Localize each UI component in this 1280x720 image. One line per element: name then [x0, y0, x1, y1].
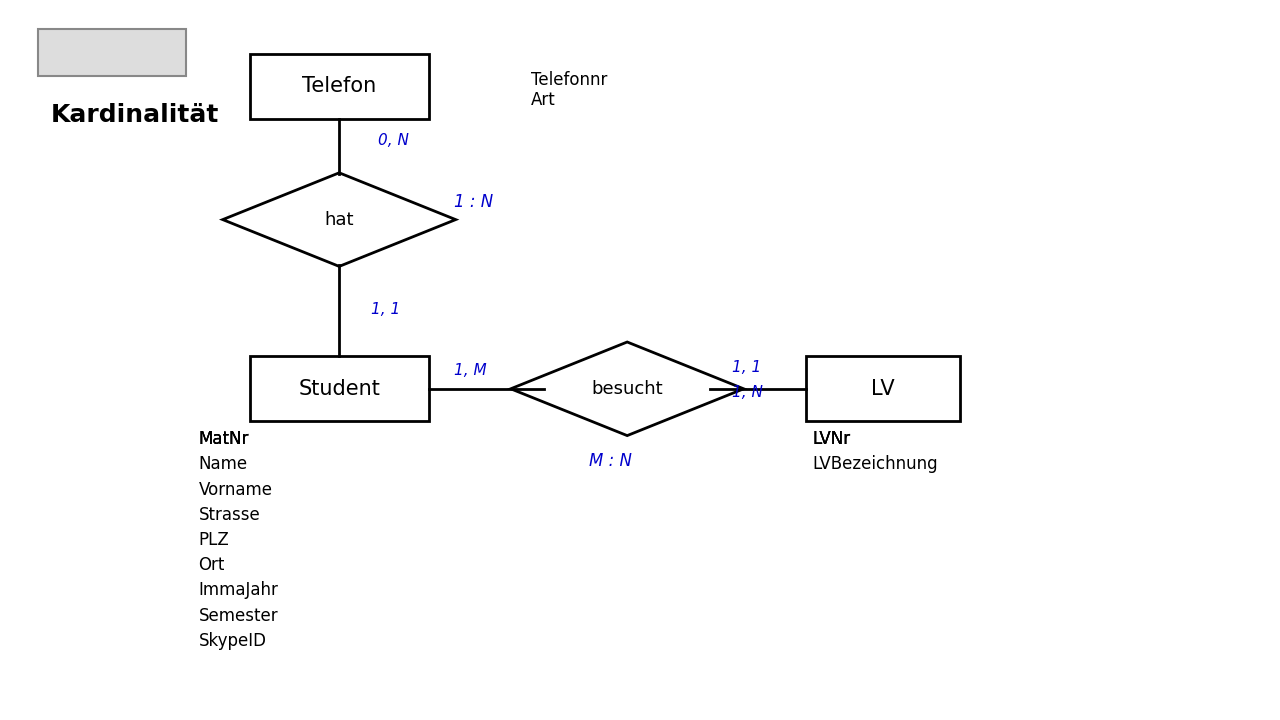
Text: Telefonnr
Art: Telefonnr Art — [531, 71, 608, 109]
Text: Strasse: Strasse — [198, 506, 260, 524]
Text: LVNr: LVNr — [813, 431, 851, 448]
Text: MatNr: MatNr — [198, 431, 248, 448]
Text: Kardinalität: Kardinalität — [51, 103, 220, 127]
Text: 1, 1: 1, 1 — [732, 360, 762, 374]
Polygon shape — [511, 342, 744, 436]
Text: LVBezeichnung: LVBezeichnung — [813, 456, 938, 474]
Text: Vorname: Vorname — [198, 481, 273, 498]
Text: SkypeID: SkypeID — [198, 632, 266, 649]
Polygon shape — [223, 173, 456, 266]
Text: 1 : N: 1 : N — [454, 193, 494, 211]
Text: Ort: Ort — [198, 556, 225, 575]
Text: besucht: besucht — [591, 380, 663, 397]
Text: Name: Name — [198, 456, 247, 474]
FancyBboxPatch shape — [806, 356, 960, 421]
Text: 1, 1: 1, 1 — [371, 302, 401, 317]
Text: Telefon: Telefon — [302, 76, 376, 96]
Text: MatNr: MatNr — [198, 431, 248, 448]
Text: MatNr: MatNr — [198, 431, 248, 448]
FancyBboxPatch shape — [250, 54, 429, 119]
Text: hat: hat — [324, 211, 355, 229]
Text: LV: LV — [872, 379, 895, 399]
Text: ImmaJahr: ImmaJahr — [198, 582, 278, 599]
Text: PLZ: PLZ — [198, 531, 229, 549]
Text: LVNr: LVNr — [813, 431, 851, 448]
Text: Student: Student — [298, 379, 380, 399]
Text: Semester: Semester — [198, 606, 278, 625]
Text: 0, N: 0, N — [378, 133, 408, 148]
FancyBboxPatch shape — [38, 29, 186, 76]
Text: LVNr: LVNr — [813, 431, 851, 448]
Text: 1, M: 1, M — [454, 364, 486, 378]
Text: M : N: M : N — [589, 452, 631, 470]
FancyBboxPatch shape — [250, 356, 429, 421]
Text: 1, N: 1, N — [732, 385, 763, 400]
